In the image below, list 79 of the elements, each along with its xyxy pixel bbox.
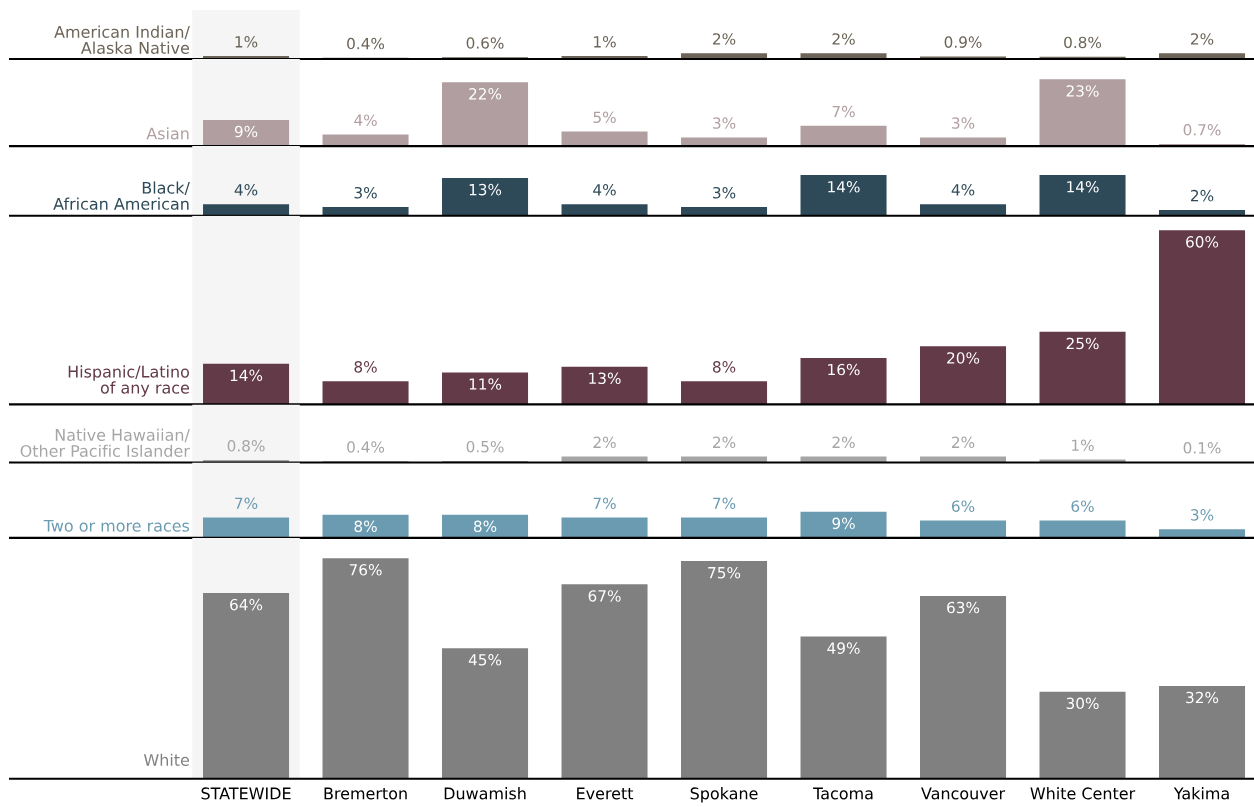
data-label: 3% [1191,509,1214,521]
data-label: 64% [230,598,263,611]
data-label: 16% [828,363,860,376]
data-label: 2% [832,33,855,45]
data-label: 9% [832,517,855,530]
data-label: 7% [235,497,258,510]
data-label: 0.8% [227,440,265,452]
data-label: 3% [952,117,975,129]
data-label: 49% [827,642,860,654]
text: Two or more races [43,519,190,532]
data-label: 0.4% [347,37,385,50]
data-label: 45% [468,653,502,666]
data-label: 1% [235,36,258,48]
data-label: 14% [1067,180,1099,193]
x-tick-label: White Center [1030,787,1136,800]
data-label: 25% [1066,337,1099,350]
data-label: 3% [354,186,377,199]
text: Asian [146,127,189,140]
data-label: 13% [589,372,621,385]
data-label: 1% [1072,439,1094,451]
data-label: 4% [354,114,377,126]
data-label: 60% [1186,236,1219,248]
data-label: 8% [712,361,736,373]
data-label: 5% [593,111,616,124]
data-label: 7% [832,105,855,118]
data-label: 2% [713,436,736,449]
x-tick-label: Tacoma [813,787,873,800]
data-label: 13% [469,183,502,196]
x-tick-label: Bremerton [324,787,407,800]
data-label: 67% [588,590,621,602]
data-label: 3% [713,186,736,199]
data-label: 7% [593,497,616,510]
data-label: 6% [1071,500,1094,512]
data-label: 75% [708,566,741,579]
data-label: 14% [828,180,860,193]
data-label: 4% [234,184,258,196]
data-label: 0.6% [466,37,504,49]
text: Hispanic/Latino of any race [68,365,190,397]
data-label: 9% [234,125,258,138]
data-label: 3% [713,117,736,129]
data-label: 63% [947,601,980,614]
data-label: 2% [952,436,975,449]
data-label: 8% [354,361,377,373]
data-label: 4% [951,184,975,196]
data-label: 2% [1191,189,1214,202]
data-label: 4% [593,184,616,196]
data-label: 0.7% [1183,123,1221,136]
data-label: 20% [947,352,980,364]
text: Native Hawaiian/ Other Pacific Islander [20,428,190,457]
data-label: 32% [1186,691,1219,704]
data-label: 0.9% [944,36,982,48]
text: Black/ African American [53,181,190,210]
data-label: 22% [469,88,502,100]
data-label: 2% [1191,33,1214,45]
data-label: 1% [594,36,616,48]
data-label: 6% [951,500,975,512]
data-label: 7% [713,497,736,510]
data-label: 8% [354,520,377,533]
data-label: 2% [832,436,855,449]
data-label: 23% [1066,85,1099,97]
data-label: 30% [1066,697,1099,710]
data-label: 14% [230,369,263,382]
text: White [143,753,190,767]
data-label: 76% [349,564,382,576]
x-tick-label: STATEWIDE [201,787,291,800]
data-label: 0.4% [347,441,385,453]
x-tick-label: Vancouver [921,787,1006,800]
data-label: 2% [593,436,616,449]
data-label: 2% [713,33,736,45]
data-label: 11% [469,378,502,390]
data-label: 0.5% [466,440,504,453]
x-tick-label: Spokane [690,787,758,803]
data-label: 0.8% [1064,36,1102,49]
x-tick-label: Everett [577,787,634,800]
text: American Indian/ Alaska Native [54,25,190,54]
x-tick-label: Yakima [1173,787,1229,800]
x-tick-label: Duwamish [444,787,526,800]
data-label: 8% [473,520,497,533]
data-label: 0.1% [1183,442,1221,454]
